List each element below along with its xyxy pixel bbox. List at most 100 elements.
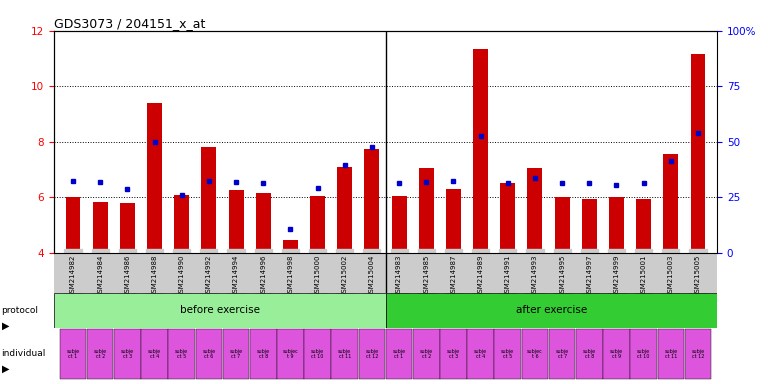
Text: GSM214992: GSM214992 [206, 255, 212, 297]
Text: GSM214985: GSM214985 [423, 255, 429, 297]
Text: subje
ct 7: subje ct 7 [230, 349, 243, 359]
Text: subje
ct 4: subje ct 4 [474, 349, 487, 359]
Text: subje
ct 4: subje ct 4 [148, 349, 161, 359]
Text: subje
ct 7: subje ct 7 [556, 349, 569, 359]
Bar [365, 149, 379, 253]
Bar [440, 329, 466, 379]
Bar [582, 199, 597, 253]
Bar [446, 189, 461, 253]
Bar [201, 147, 217, 253]
Bar [54, 293, 386, 328]
Bar [332, 329, 358, 379]
Bar [147, 103, 162, 253]
Bar [196, 329, 222, 379]
Text: GSM214995: GSM214995 [559, 255, 565, 297]
Bar [576, 329, 603, 379]
Text: GSM214994: GSM214994 [233, 255, 239, 297]
Text: subje
ct 12: subje ct 12 [365, 349, 379, 359]
Text: GSM214988: GSM214988 [152, 255, 157, 298]
Bar [636, 199, 651, 253]
Text: ▶: ▶ [2, 321, 9, 331]
Text: subje
ct 6: subje ct 6 [202, 349, 215, 359]
Text: GSM215003: GSM215003 [668, 255, 674, 298]
Text: subje
ct 12: subje ct 12 [692, 349, 705, 359]
Bar [419, 168, 434, 253]
Text: GSM214982: GSM214982 [70, 255, 76, 297]
Bar [228, 190, 244, 253]
Bar [527, 168, 543, 253]
Bar [250, 329, 277, 379]
Bar [494, 329, 521, 379]
Text: GSM214997: GSM214997 [586, 255, 592, 298]
Text: subje
ct 1: subje ct 1 [392, 349, 406, 359]
Text: ▶: ▶ [2, 364, 9, 374]
Text: before exercise: before exercise [180, 306, 260, 316]
Bar [277, 329, 304, 379]
Text: GSM215005: GSM215005 [695, 255, 701, 297]
Text: GSM214984: GSM214984 [97, 255, 103, 297]
Bar [473, 49, 488, 253]
Bar [310, 196, 325, 253]
Text: GSM215001: GSM215001 [641, 255, 647, 298]
Text: GSM214987: GSM214987 [450, 255, 456, 298]
Bar [93, 202, 108, 253]
Text: subjec
t 9: subjec t 9 [282, 349, 298, 359]
Bar [59, 329, 86, 379]
Text: subje
ct 1: subje ct 1 [66, 349, 79, 359]
Bar [256, 193, 271, 253]
Bar [522, 329, 548, 379]
Bar [603, 329, 630, 379]
Text: subje
ct 8: subje ct 8 [583, 349, 596, 359]
Bar [392, 196, 406, 253]
Text: GSM215000: GSM215000 [315, 255, 321, 298]
Text: GSM214998: GSM214998 [288, 255, 294, 298]
Text: GSM215004: GSM215004 [369, 255, 375, 297]
Bar [66, 197, 80, 253]
Bar [223, 329, 249, 379]
Text: GSM214996: GSM214996 [261, 255, 266, 298]
Text: GSM214990: GSM214990 [179, 255, 185, 298]
Text: subje
ct 11: subje ct 11 [665, 349, 678, 359]
Text: GSM214991: GSM214991 [505, 255, 510, 298]
Text: subje
ct 5: subje ct 5 [501, 349, 514, 359]
Text: protocol: protocol [2, 306, 39, 315]
Bar [663, 154, 678, 253]
Text: subje
ct 10: subje ct 10 [311, 349, 324, 359]
Text: individual: individual [2, 349, 46, 358]
Text: subjec
t 6: subjec t 6 [527, 349, 543, 359]
Bar [174, 195, 189, 253]
Bar [631, 329, 657, 379]
Text: subje
ct 3: subje ct 3 [447, 349, 460, 359]
Bar [87, 329, 113, 379]
Bar [120, 203, 135, 253]
Text: subje
ct 10: subje ct 10 [637, 349, 650, 359]
Text: subje
ct 2: subje ct 2 [93, 349, 106, 359]
Text: after exercise: after exercise [516, 306, 587, 316]
Bar [386, 293, 717, 328]
Text: subje
ct 11: subje ct 11 [338, 349, 352, 359]
Text: GSM214989: GSM214989 [477, 255, 483, 298]
Text: GSM214983: GSM214983 [396, 255, 402, 298]
Bar [658, 329, 684, 379]
Text: GSM214986: GSM214986 [124, 255, 130, 298]
Text: GSM215002: GSM215002 [342, 255, 348, 297]
Bar [168, 329, 195, 379]
Bar [413, 329, 439, 379]
Bar [337, 167, 352, 253]
Text: GSM214993: GSM214993 [532, 255, 538, 298]
Text: subje
ct 9: subje ct 9 [610, 349, 623, 359]
Text: GDS3073 / 204151_x_at: GDS3073 / 204151_x_at [54, 17, 205, 30]
Bar [305, 329, 331, 379]
Text: subje
ct 3: subje ct 3 [121, 349, 134, 359]
Bar [691, 54, 705, 253]
Text: subje
ct 5: subje ct 5 [175, 349, 188, 359]
Bar [685, 329, 712, 379]
Bar [500, 184, 515, 253]
Bar [467, 329, 494, 379]
Bar [554, 197, 570, 253]
Text: subje
ct 8: subje ct 8 [257, 349, 270, 359]
Bar [114, 329, 140, 379]
Bar [549, 329, 575, 379]
Bar [609, 197, 624, 253]
Text: GSM214999: GSM214999 [614, 255, 619, 298]
